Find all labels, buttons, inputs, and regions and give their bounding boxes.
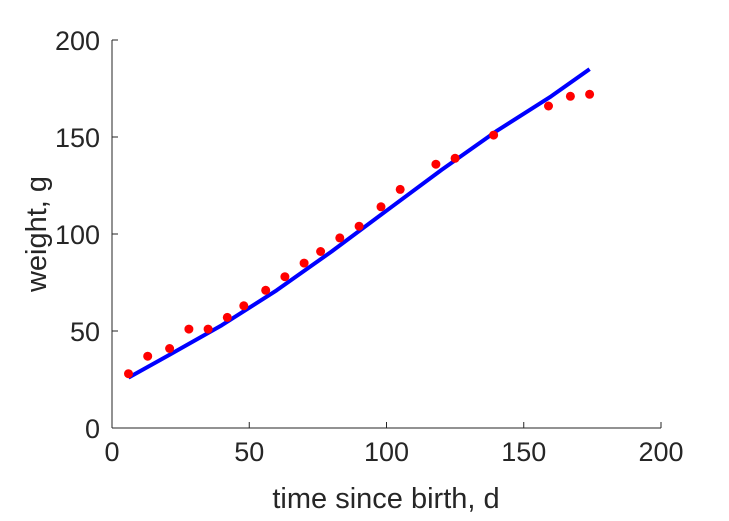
data-point [450, 153, 460, 163]
data-point [354, 221, 364, 231]
data-point [316, 247, 326, 256]
data-point [184, 324, 194, 334]
data-point [203, 324, 213, 334]
data-point [280, 272, 290, 282]
x-ticks: 0 50 100 150 200 [104, 422, 684, 467]
data-point [299, 258, 309, 268]
y-axis-label: weight, g [21, 176, 53, 293]
y-tick-label: 100 [55, 220, 100, 250]
data-point [124, 369, 133, 379]
data-point [565, 91, 575, 101]
y-ticks: 0 50 100 150 200 [55, 26, 118, 444]
data-point [143, 351, 153, 361]
x-tick-label: 100 [364, 437, 409, 467]
data-point [261, 285, 271, 295]
data-point [239, 301, 249, 311]
y-tick-label: 50 [70, 317, 100, 347]
data-point [395, 184, 405, 194]
y-tick-label: 200 [55, 26, 100, 56]
data-point [431, 159, 441, 169]
x-tick-label: 0 [104, 437, 119, 467]
data-point [544, 101, 553, 111]
fit-line [127, 67, 591, 380]
data-point [376, 202, 386, 212]
x-tick-label: 200 [638, 437, 683, 467]
y-tick-label: 0 [85, 414, 100, 444]
data-point [165, 344, 175, 353]
data-point [585, 89, 595, 99]
data-point [489, 130, 499, 140]
series-layer [124, 67, 595, 380]
data-point [222, 312, 232, 322]
data-point [335, 233, 345, 243]
x-tick-label: 150 [501, 437, 546, 467]
y-tick-label: 150 [55, 123, 100, 153]
x-tick-label: 50 [234, 437, 264, 467]
x-axis-label: time since birth, d [272, 483, 499, 515]
